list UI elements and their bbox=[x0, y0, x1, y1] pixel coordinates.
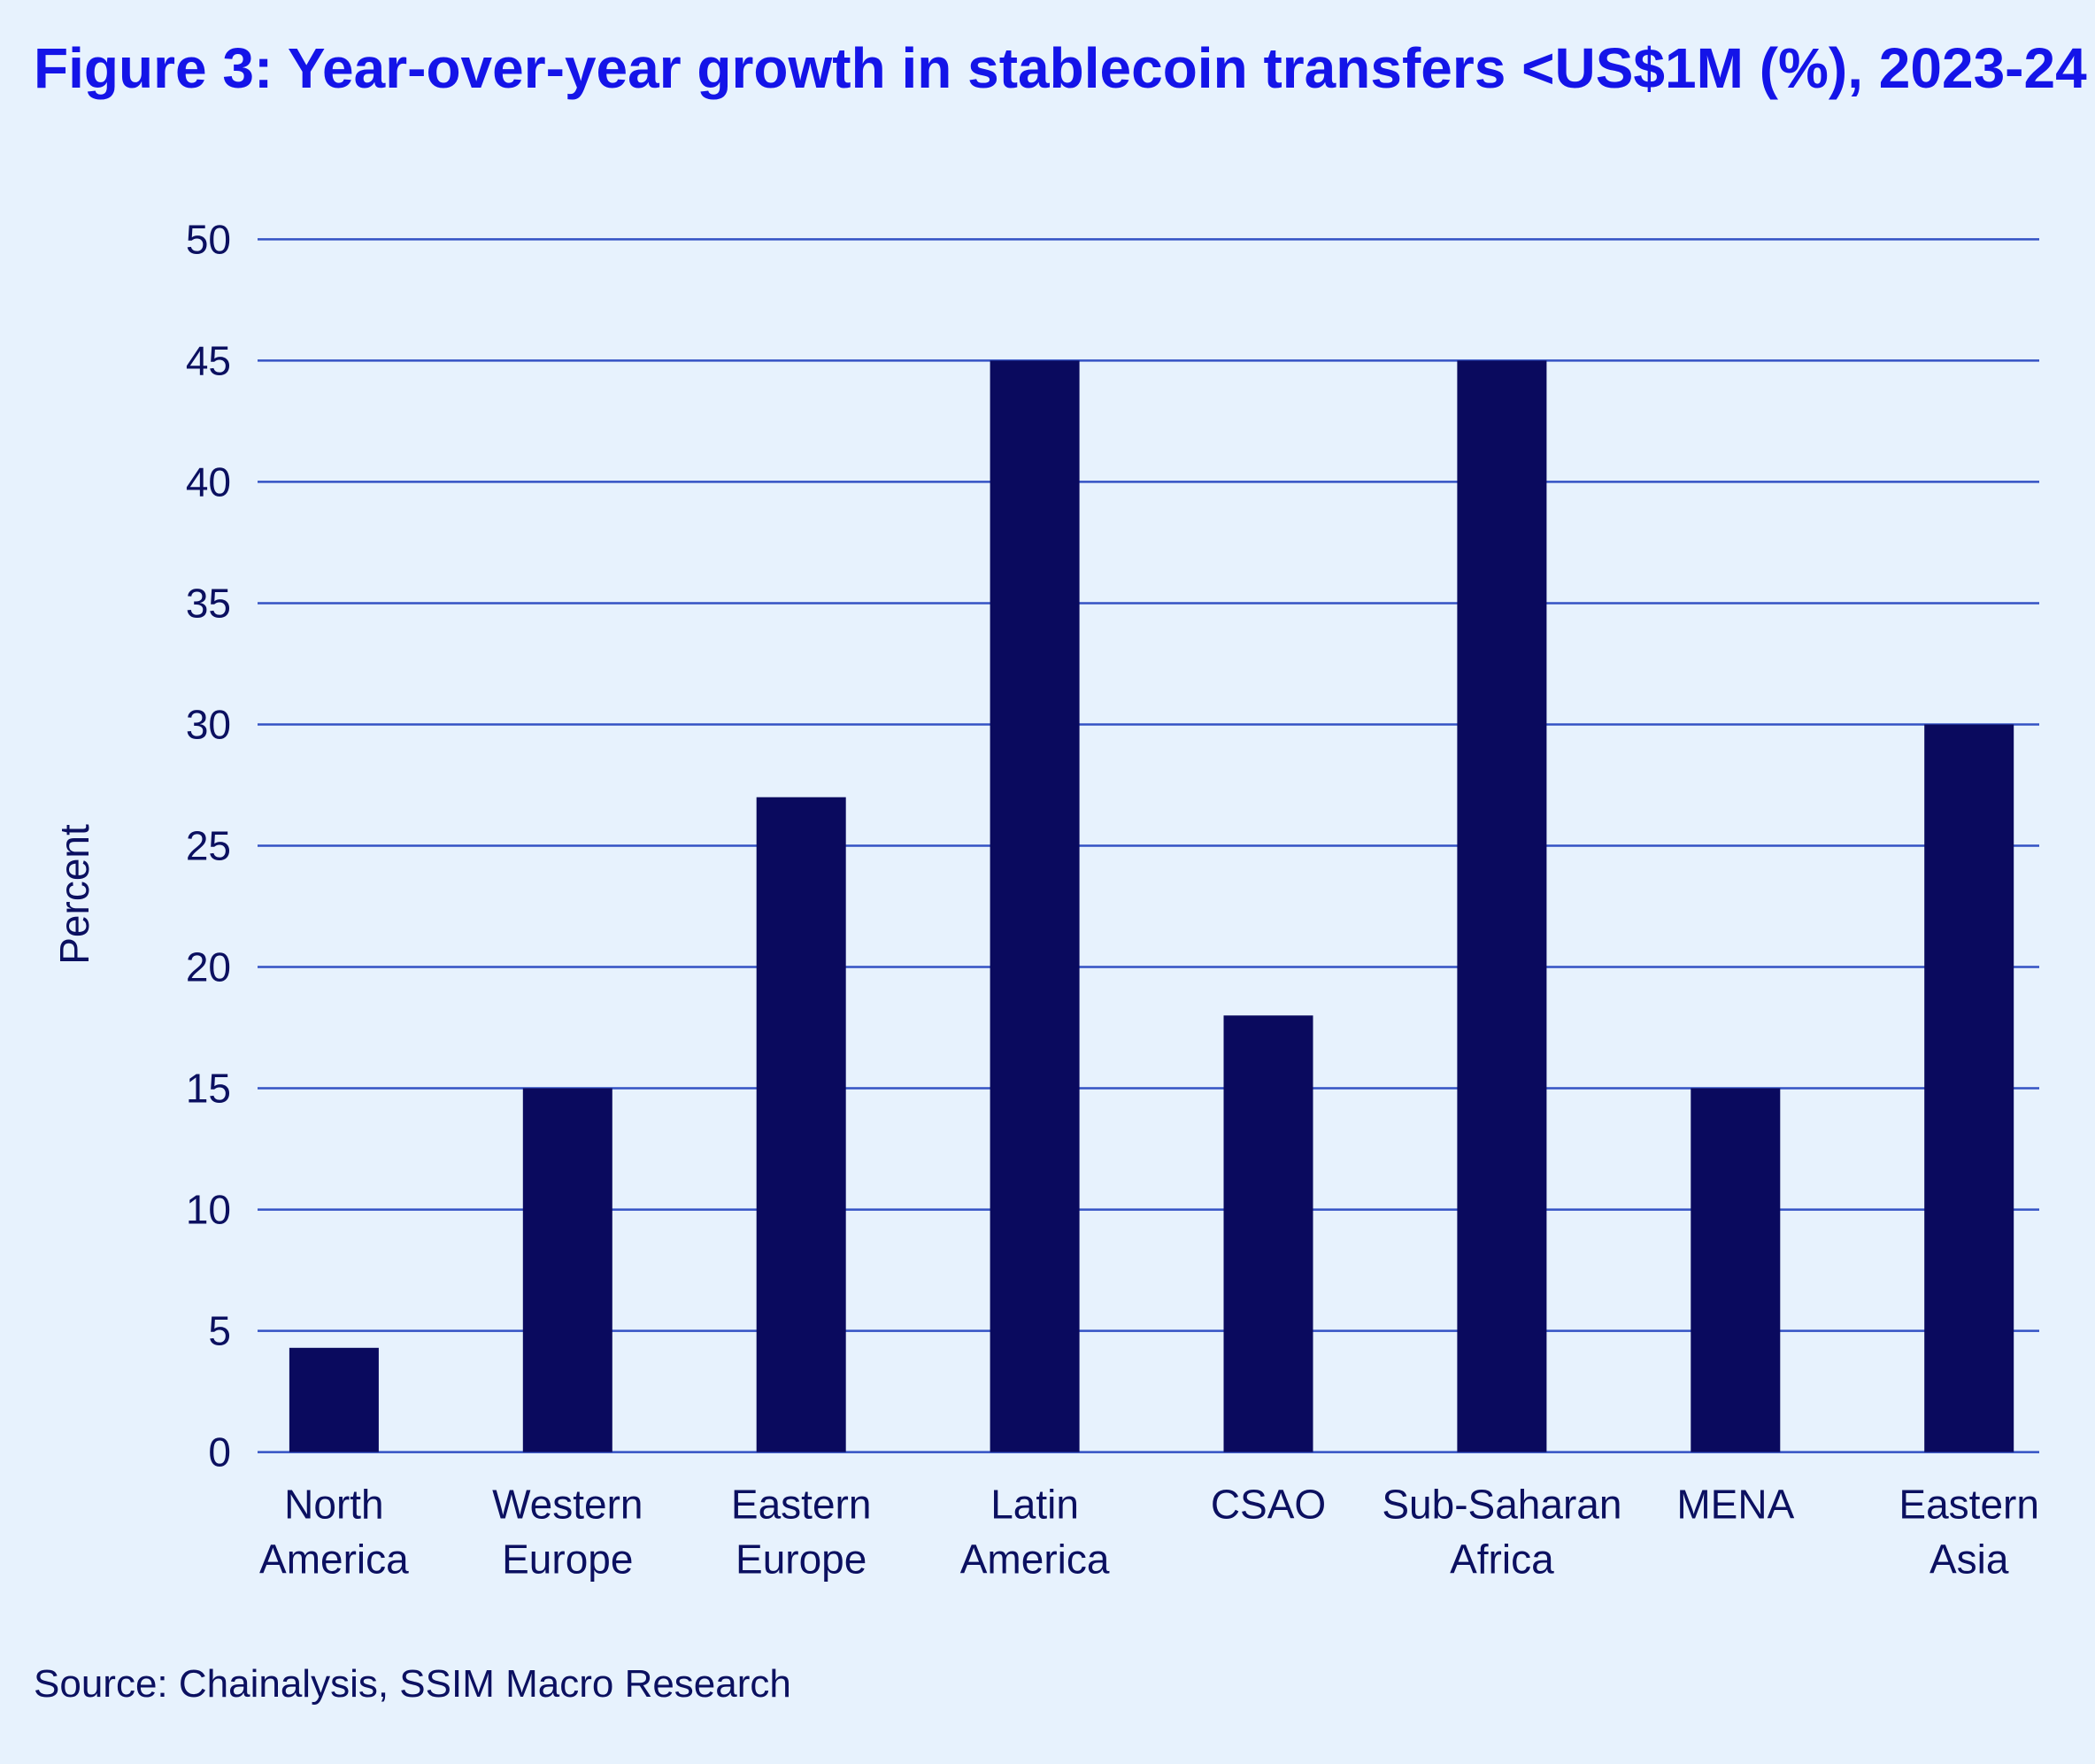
svg-text:40: 40 bbox=[186, 458, 231, 505]
svg-text:Africa: Africa bbox=[1450, 1537, 1554, 1583]
svg-text:20: 20 bbox=[186, 944, 231, 990]
svg-text:25: 25 bbox=[186, 823, 231, 869]
svg-text:America: America bbox=[259, 1537, 409, 1583]
svg-text:Eastern: Eastern bbox=[731, 1482, 872, 1528]
svg-text:Europe: Europe bbox=[502, 1537, 633, 1583]
svg-text:30: 30 bbox=[186, 702, 231, 748]
svg-text:Percent: Percent bbox=[51, 824, 97, 965]
svg-text:Western: Western bbox=[492, 1482, 643, 1528]
svg-text:Asia: Asia bbox=[1929, 1537, 2009, 1583]
svg-text:MENA: MENA bbox=[1676, 1482, 1794, 1528]
svg-text:Europe: Europe bbox=[736, 1537, 866, 1583]
svg-text:5: 5 bbox=[208, 1308, 231, 1354]
svg-text:15: 15 bbox=[186, 1066, 231, 1112]
svg-text:North: North bbox=[284, 1482, 383, 1528]
svg-text:America: America bbox=[960, 1537, 1110, 1583]
svg-text:10: 10 bbox=[186, 1187, 231, 1233]
svg-text:45: 45 bbox=[186, 337, 231, 383]
svg-text:Sub-Saharan: Sub-Saharan bbox=[1382, 1482, 1621, 1528]
svg-text:CSAO: CSAO bbox=[1211, 1482, 1326, 1528]
svg-text:Eastern: Eastern bbox=[1899, 1482, 2039, 1528]
svg-text:50: 50 bbox=[186, 216, 231, 262]
svg-text:0: 0 bbox=[208, 1429, 231, 1475]
svg-text:35: 35 bbox=[186, 581, 231, 627]
svg-text:Latin: Latin bbox=[990, 1482, 1079, 1528]
